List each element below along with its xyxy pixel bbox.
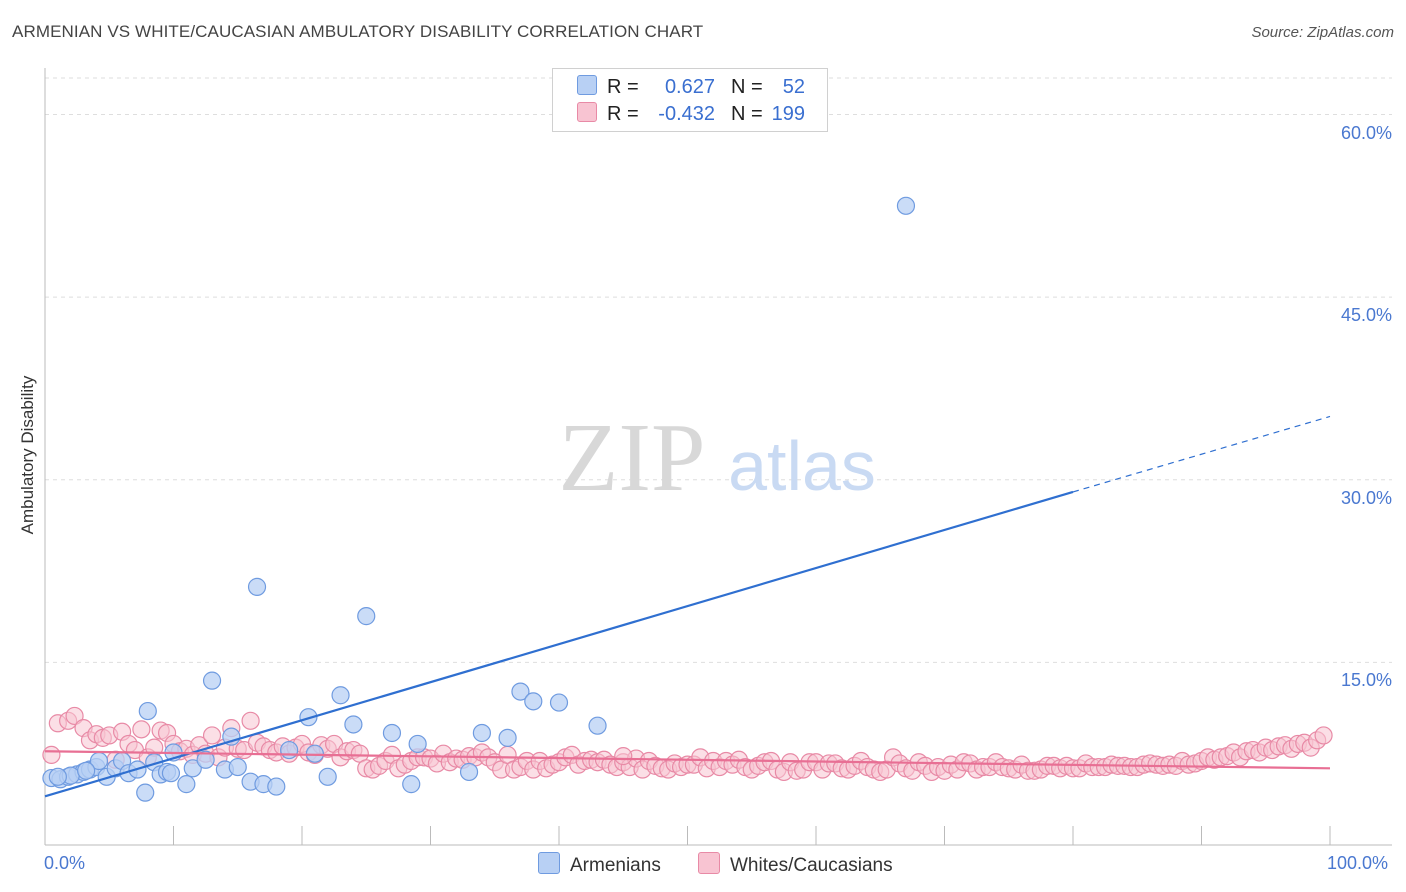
watermark: ZIP atlas [559,404,876,512]
armenian-point [357,607,376,626]
legend-swatch-whites [698,852,720,874]
legend-r-value: -0.432 [658,103,715,125]
legend-n-label: N = [731,76,763,98]
armenian-point [472,723,491,743]
white-point [65,706,84,726]
armenian-point [408,734,427,754]
correlation-legend: R = 0.627 N = 52 R = -0.432 N = 199 [552,68,828,132]
armenian-point [459,762,479,782]
armenian-point [318,767,337,786]
armenian-point [402,775,421,794]
white-point [241,711,260,730]
armenian-point [136,783,155,802]
legend-swatch-armenians [538,852,560,874]
armenian-point [183,759,202,778]
y-tick-label: 60.0% [1340,122,1392,143]
legend-row-armenians: R = 0.627 N = 52 [577,75,805,98]
armenian-point [161,764,181,783]
armenians-trend-line [44,490,1074,798]
legend-r-label: R = [607,103,639,125]
axes [44,68,1392,846]
legend-row-whites: R = -0.432 N = 199 [577,102,805,125]
armenian-point [524,692,543,711]
armenian-point [202,671,222,690]
white-point [42,745,61,765]
armenian-point [177,775,196,794]
legend-swatch-whites [577,102,597,122]
y-tick-label: 45.0% [1340,305,1392,326]
armenian-point [138,701,157,721]
armenian-point [588,716,607,735]
source-label: Source: ZipAtlas.com [1251,24,1394,41]
armenian-point [48,767,67,786]
armenian-point [549,693,569,712]
armenians-trend-extension [1072,415,1331,493]
watermark-zip: ZIP [559,404,706,512]
armenian-point [382,723,402,743]
legend-n-value: 199 [771,103,805,125]
legend-r-label: R = [607,76,639,98]
y-tick-label: 15.0% [1340,670,1392,691]
white-point [202,726,222,745]
armenian-point [498,728,517,747]
legend-swatch-armenians [577,75,597,95]
legend-label-armenians: Armenians [570,855,661,876]
x-tick-label-max: 100.0% [1327,853,1389,873]
legend-item-armenians[interactable]: Armenians [538,852,661,877]
armenian-point [331,686,350,705]
armenian-point [267,777,286,796]
chart-title: ARMENIAN VS WHITE/CAUCASIAN AMBULATORY D… [12,22,704,41]
series-armenians-points [42,196,916,802]
legend-n-value: 52 [782,76,805,98]
armenian-point [344,715,363,734]
armenian-point [77,761,96,780]
armenian-point [247,577,267,596]
armenian-point [896,196,916,215]
white-point [132,720,151,739]
y-tick-label: 30.0% [1340,487,1392,508]
gridlines [45,77,1392,663]
trend-lines [44,415,1331,798]
legend-r-value: 0.627 [664,76,715,98]
armenian-point [228,757,247,777]
armenian-point [511,682,530,701]
legend-item-whites[interactable]: Whites/Caucasians [698,852,893,877]
x-tick-label-min: 0.0% [44,853,86,873]
armenian-point [196,750,215,769]
whites-trend-line [44,750,1331,770]
white-point [1314,726,1333,745]
armenian-point [280,740,299,760]
watermark-atlas: atlas [728,427,876,505]
legend-n-label: N = [731,103,763,125]
series-legend: Armenians Whites/Caucasians [0,852,1406,878]
legend-label-whites: Whites/Caucasians [730,855,893,876]
white-point [614,747,633,766]
